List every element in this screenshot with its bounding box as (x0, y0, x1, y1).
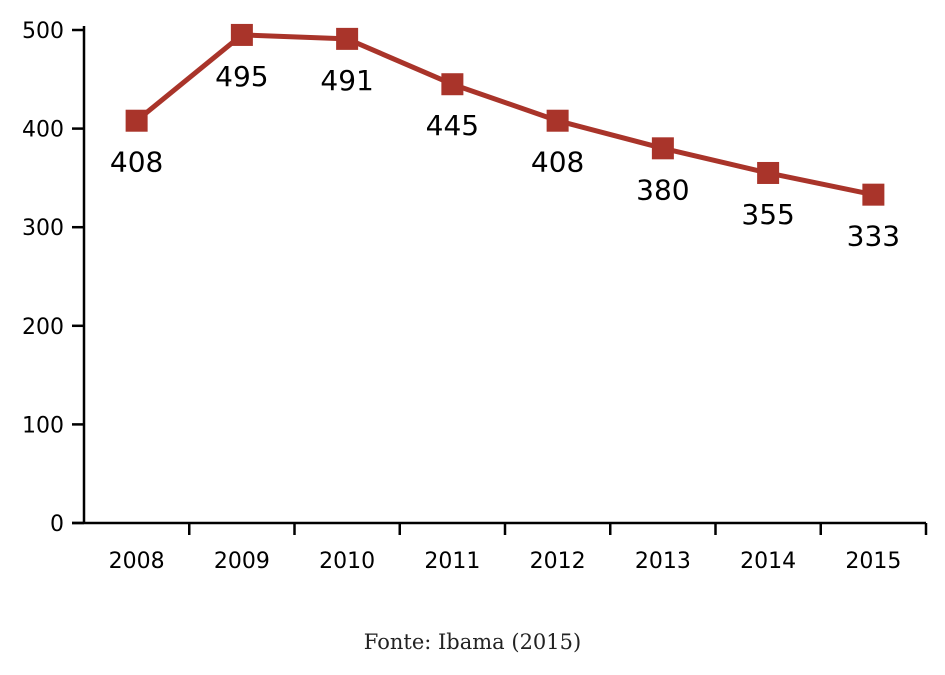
chart-data-labels: 408 495 491 445 408 380 355 333 (110, 60, 900, 253)
x-tick-label: 2011 (424, 549, 480, 574)
y-tick-label: 400 (22, 118, 64, 143)
x-tick-label: 2012 (530, 549, 586, 574)
chart-axes: 0 100 200 300 400 500 2008 2009 2010 2011 2012 2013… (22, 19, 928, 574)
data-label: 408 (531, 146, 584, 179)
data-point-marker (441, 73, 464, 96)
x-tick-label: 2013 (635, 549, 691, 574)
y-tick-label: 200 (22, 315, 64, 340)
data-label: 491 (320, 64, 373, 97)
data-label: 495 (215, 60, 268, 93)
y-tick-label: 100 (22, 413, 64, 438)
x-tick-label: 2014 (740, 549, 796, 574)
x-tick-label: 2009 (214, 549, 270, 574)
data-point-marker (546, 109, 569, 132)
y-tick-label: 500 (22, 19, 64, 44)
data-label: 380 (636, 173, 689, 206)
data-label: 333 (847, 220, 900, 253)
source-note: Fonte: Ibama (2015) (363, 630, 582, 654)
data-point-marker (336, 27, 359, 50)
data-point-marker (125, 109, 148, 132)
data-point-marker (230, 23, 253, 46)
data-point-marker (651, 137, 674, 160)
data-point-marker (757, 161, 780, 184)
chart-series (125, 23, 885, 206)
y-tick-label: 0 (50, 512, 64, 537)
x-tick-label: 2008 (109, 549, 165, 574)
data-point-marker (862, 183, 885, 206)
x-tick-label: 2015 (845, 549, 901, 574)
data-label: 408 (110, 146, 163, 179)
data-label: 355 (741, 198, 794, 231)
series-line (135, 32, 874, 198)
data-label: 445 (426, 109, 479, 142)
x-tick-label: 2010 (319, 549, 375, 574)
y-tick-label: 300 (22, 216, 64, 241)
